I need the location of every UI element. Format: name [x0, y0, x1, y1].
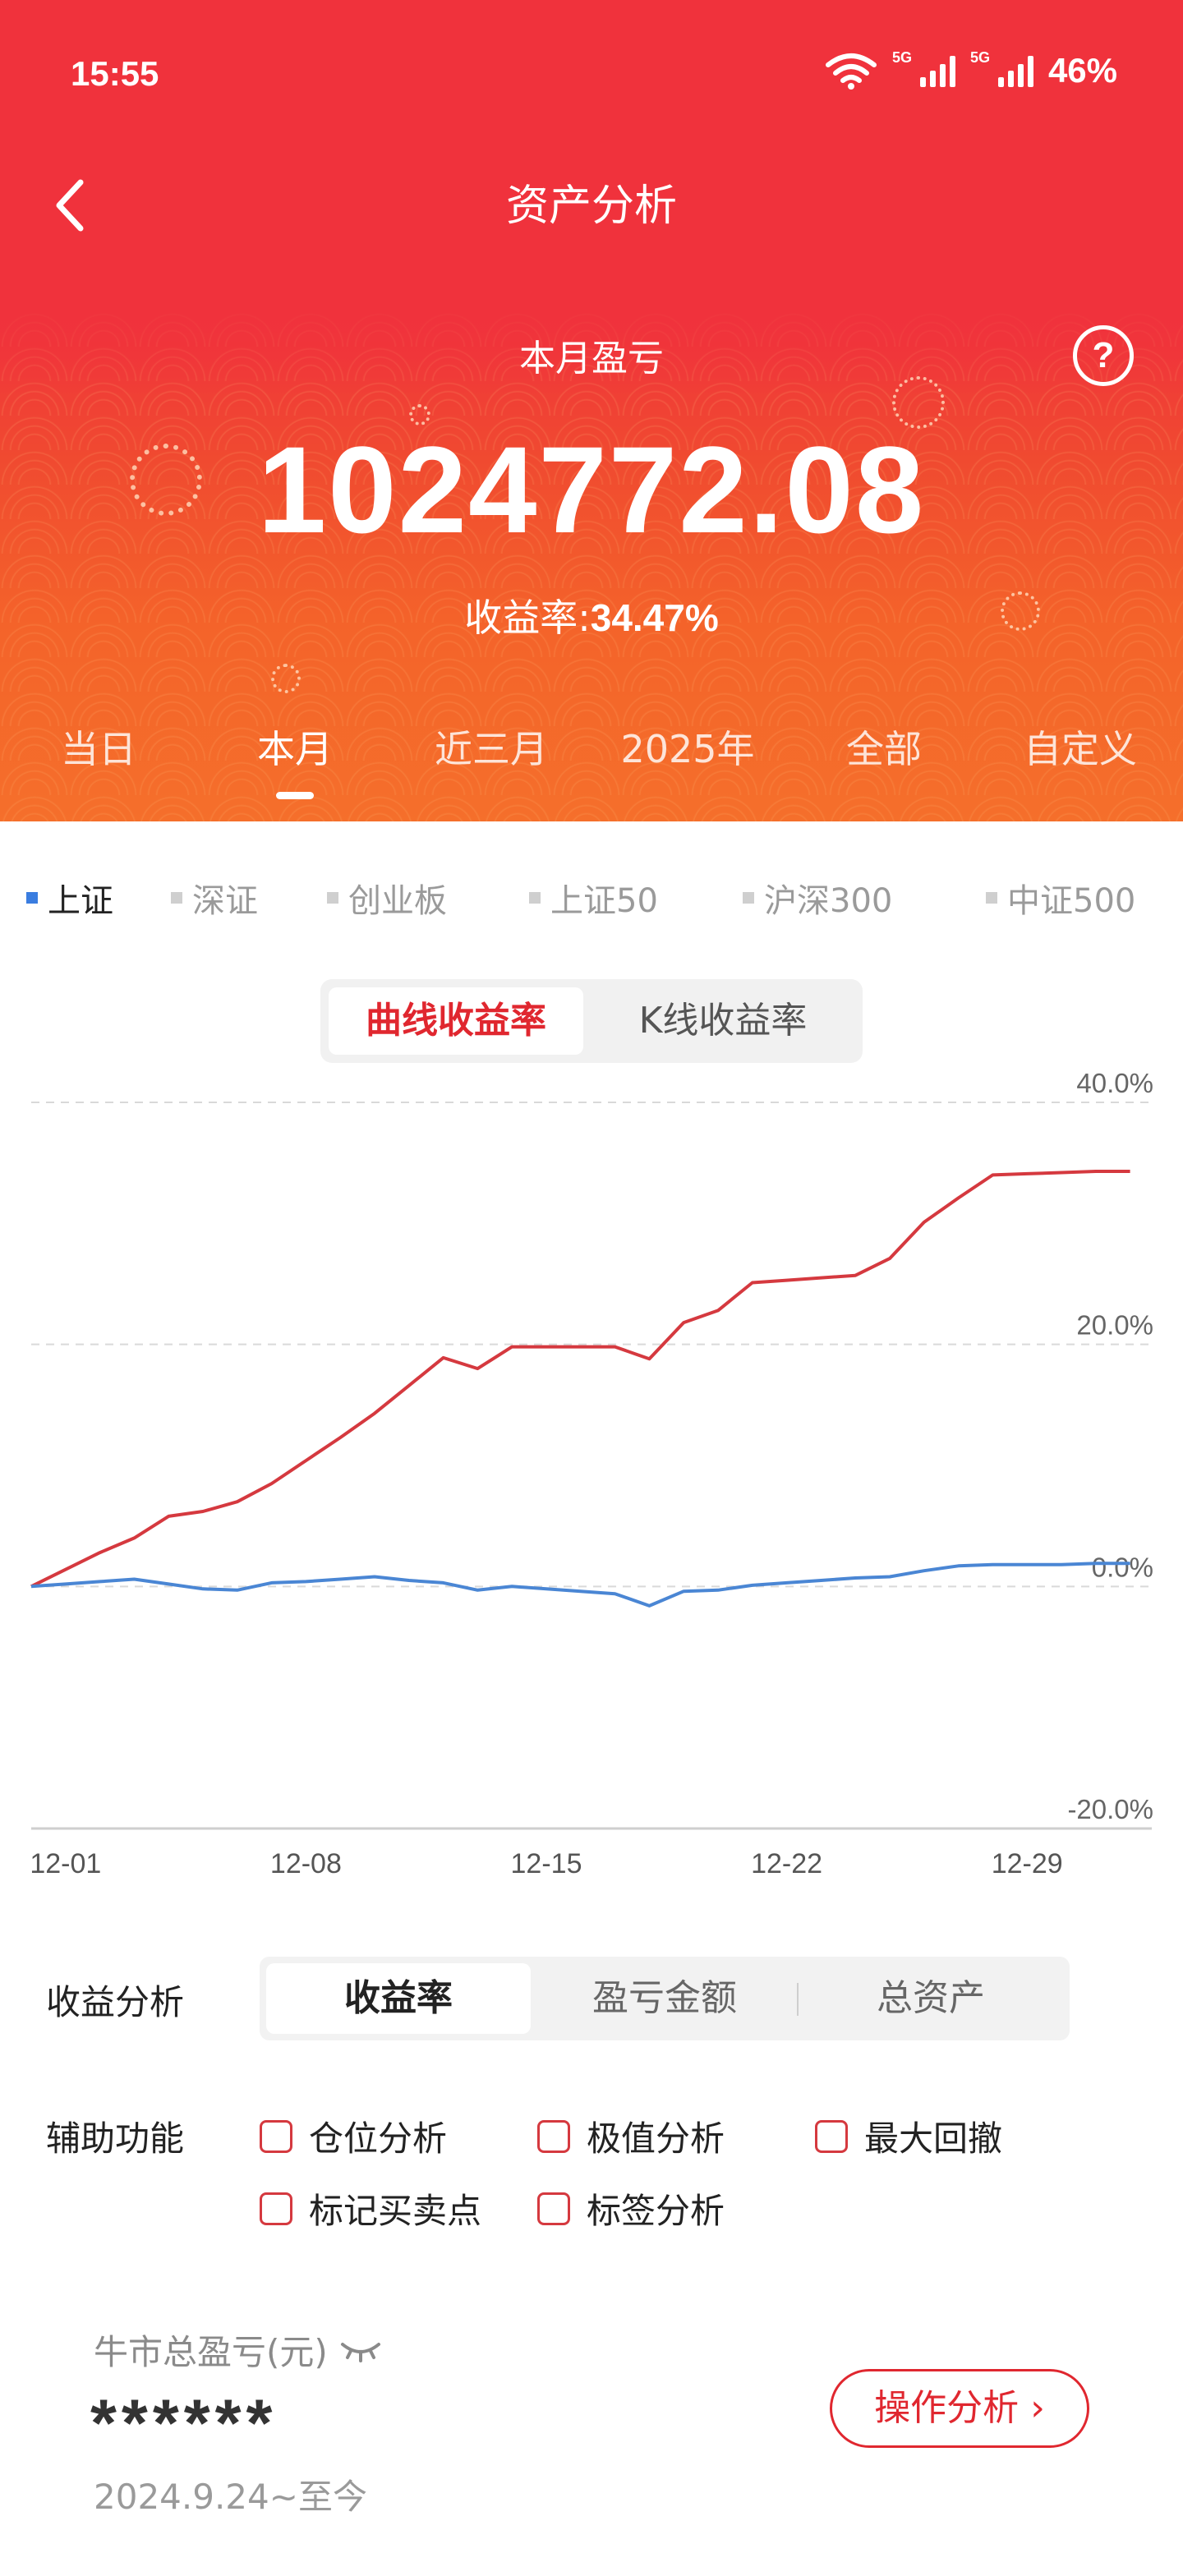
return-chart: 40.0% 20.0% 0.0% -20.0% 12-01 12-08 12-15 12-22… [30, 1068, 1153, 1879]
legend-dot [171, 892, 182, 904]
signal-5g-icon: 5G [892, 49, 955, 87]
back-button[interactable] [41, 172, 107, 238]
checkbox-box[interactable] [815, 2119, 848, 2153]
legend-dot [327, 892, 338, 904]
checkbox-position-analysis[interactable]: 仓位分析 [260, 2111, 447, 2161]
back-arrow-icon [56, 179, 84, 232]
tab-return-rate[interactable]: 收益率 [266, 1963, 531, 2034]
status-icons: 5G 5G 46% [825, 49, 1117, 90]
firework-decoration [130, 444, 202, 516]
return-rate-label: 收益率: [464, 596, 591, 640]
header: 15:55 5G 5G 46% 资产分析 本月盈亏 ? 10247 [0, 0, 1183, 821]
tab-period-month[interactable]: 本月 [205, 720, 385, 799]
status-time: 15:55 [71, 54, 159, 93]
y-tick-label: 40.0% [1076, 1068, 1153, 1098]
x-tick-label: 12-01 [30, 1848, 101, 1879]
checkbox-box[interactable] [537, 2119, 570, 2153]
bull-pnl-title: 牛市总盈亏(元) [94, 2325, 382, 2375]
index-return-line [30, 1562, 1130, 1608]
analysis-label: 收益分析 [46, 1982, 185, 2022]
checkbox-mark-trades[interactable]: 标记买卖点 [260, 2183, 481, 2233]
legend-dot [529, 892, 541, 904]
bull-date-range: 2024.9.24~至今 [94, 2477, 367, 2517]
battery-level: 46% [1047, 51, 1117, 90]
help-icon[interactable]: ? [1073, 325, 1134, 386]
legend-dot [743, 892, 754, 904]
firework-decoration [271, 664, 301, 693]
checkbox-extreme-analysis[interactable]: 极值分析 [537, 2111, 725, 2161]
tab-total-assets[interactable]: 总资产 [877, 1977, 985, 2019]
y-tick-label: -20.0% [1067, 1794, 1153, 1824]
period-tabs: 当日 本月 近三月 2025年 全部 自定义 [0, 720, 1183, 810]
x-tick-label: 12-08 [270, 1848, 342, 1879]
x-tick-label: 12-22 [751, 1848, 822, 1879]
checkbox-box[interactable] [260, 2119, 292, 2153]
status-bar: 15:55 5G 5G 46% [0, 0, 1183, 148]
x-tick-label: 12-29 [992, 1848, 1063, 1879]
return-rate-value: 34.47% [590, 596, 719, 639]
pnl-value: 1024772.08 [257, 421, 926, 559]
bull-pnl-value: ****** [90, 2386, 278, 2461]
signal-5g-icon: 5G [970, 49, 1033, 87]
index-hs300[interactable]: 沪深300 [743, 874, 892, 922]
chevron-right-icon: › [1030, 2387, 1045, 2429]
tab-kline-return[interactable]: K线收益率 [638, 1000, 808, 1042]
tab-period-all[interactable]: 全部 [846, 727, 922, 771]
x-tick-label: 12-15 [511, 1848, 582, 1879]
pnl-label: 本月盈亏 [519, 338, 664, 380]
index-cyb[interactable]: 创业板 [327, 874, 447, 922]
wave-pattern [0, 312, 1183, 821]
portfolio-return-line [30, 1170, 1130, 1589]
y-tick-label: 20.0% [1076, 1310, 1153, 1341]
index-sz50[interactable]: 上证50 [529, 874, 658, 922]
firework-decoration [409, 404, 430, 426]
tab-pnl-amount[interactable]: 盈亏金额 [592, 1977, 737, 2019]
eye-closed-icon[interactable] [339, 2338, 382, 2362]
checkbox-box[interactable] [260, 2192, 292, 2225]
operation-analysis-button[interactable]: 操作分析 › [830, 2369, 1089, 2448]
tab-period-custom[interactable]: 自定义 [1024, 727, 1137, 771]
index-zz500[interactable]: 中证500 [986, 874, 1135, 922]
tab-underline [276, 792, 314, 799]
wifi-icon [825, 53, 877, 90]
page-title: 资产分析 [505, 182, 677, 231]
firework-decoration [1001, 591, 1040, 631]
analysis-segment: 收益率 盈亏金额 总资产 [260, 1957, 1070, 2040]
firework-decoration [892, 376, 945, 429]
legend-dot [26, 892, 38, 904]
tab-period-today[interactable]: 当日 [61, 727, 136, 771]
aux-label: 辅助功能 [46, 2118, 185, 2159]
legend-dot [986, 892, 997, 904]
index-selector: 上证 深证 创业板 上证50 沪深300 中证500 [0, 874, 1183, 923]
tab-period-year[interactable]: 2025年 [620, 727, 755, 771]
checkbox-tag-analysis[interactable]: 标签分析 [537, 2183, 725, 2233]
y-tick-label: 0.0% [1092, 1552, 1153, 1582]
segment-divider [797, 1983, 799, 2016]
checkbox-box[interactable] [537, 2192, 570, 2225]
return-rate: 收益率:34.47% [0, 588, 1183, 642]
chart-type-toggle: 曲线收益率 K线收益率 [320, 979, 863, 1063]
checkbox-max-drawdown[interactable]: 最大回撤 [815, 2111, 1002, 2161]
index-sh[interactable]: 上证 [26, 874, 113, 922]
tab-curve-return[interactable]: 曲线收益率 [329, 987, 583, 1055]
tab-period-3months[interactable]: 近三月 [435, 727, 548, 771]
index-sz[interactable]: 深证 [171, 874, 258, 922]
